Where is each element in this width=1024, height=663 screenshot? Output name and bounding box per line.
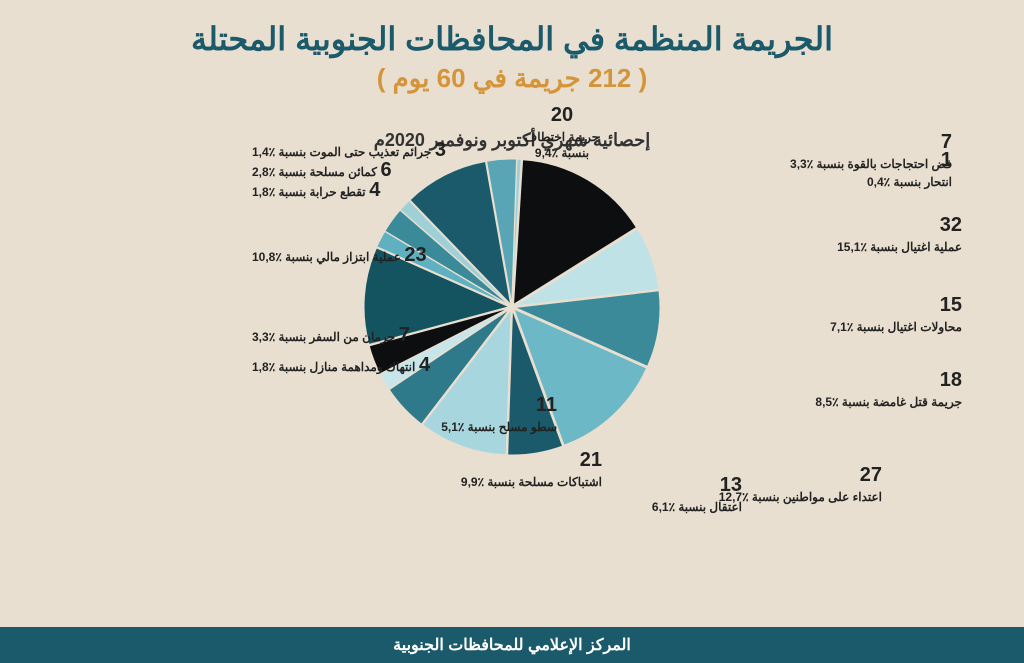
slice-label: 18جريمة قتل غامضة بنسبة ٪8,5 <box>782 367 962 410</box>
slice-label: 1انتحار بنسبة ٪0,4 <box>772 147 952 190</box>
pie-chart: 7فض احتجاجات بالقوة بنسبة ٪3,31انتحار بن… <box>362 157 662 457</box>
slice-label: 13اعتقال بنسبة ٪6,1 <box>562 472 742 515</box>
chart-caption: إحصائية شهري أكتوبر ونوفمبر 2020م <box>112 130 912 151</box>
slice-label: 32عملية اغتيال بنسبة ٪15,1 <box>782 212 962 255</box>
page-title: الجريمة المنظمة في المحافظات الجنوبية ال… <box>0 20 1024 58</box>
slice-label: 15محاولات اغتيال بنسبة ٪7,1 <box>782 292 962 335</box>
slice-label: 27اعتداء على مواطنين بنسبة ٪12,7 <box>702 462 882 505</box>
footer-bar: المركز الإعلامي للمحافظات الجنوبية <box>0 627 1024 663</box>
chart-container: إحصائية شهري أكتوبر ونوفمبر 2020م 7فض اح… <box>112 130 912 457</box>
header: الجريمة المنظمة في المحافظات الجنوبية ال… <box>0 0 1024 94</box>
footer-text: المركز الإعلامي للمحافظات الجنوبية <box>393 637 631 654</box>
page-subtitle: ( 212 جريمة في 60 يوم ) <box>0 63 1024 94</box>
pie-svg <box>362 157 662 457</box>
